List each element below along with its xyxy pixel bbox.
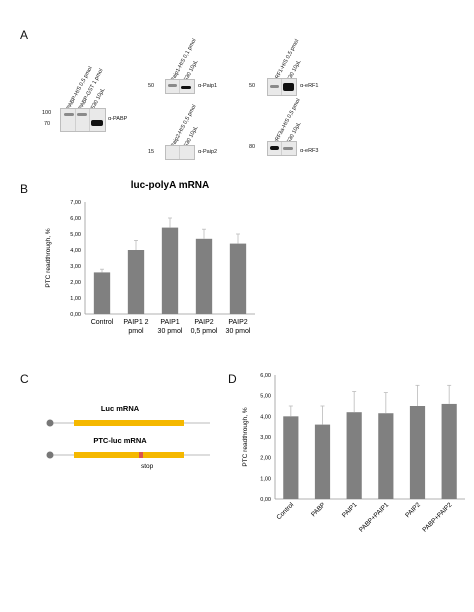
- ptc-luc-coding-region: [74, 452, 184, 458]
- y-tick-label: 7,00: [70, 200, 81, 206]
- x-tick-label: PAIP1 2 pmol: [123, 319, 148, 335]
- bar-chart-ptc-readthrough: 0,00 1,00 2,00 3,00 4,00 5,00 6,00 PTC readthro…: [242, 373, 465, 534]
- y-tick-label: 4,00: [70, 248, 81, 254]
- y-tick-label: 0,00: [260, 497, 271, 503]
- bar: [161, 227, 179, 314]
- cap-icon: [46, 419, 54, 427]
- luc-mrna-label: Luc mRNA: [101, 404, 140, 413]
- bar: [378, 413, 394, 499]
- mw-marker: 80: [249, 144, 256, 150]
- bar: [346, 412, 362, 499]
- chart-title: luc-polyA mRNA: [131, 180, 210, 191]
- bar: [195, 238, 213, 314]
- y-tick-label: 5,00: [260, 394, 271, 400]
- blot-image: [165, 145, 195, 160]
- y-tick-label: 2,00: [70, 280, 81, 286]
- x-tick-label: PABP: [310, 501, 327, 518]
- panel-label-d: D: [228, 372, 237, 386]
- x-tick-label: PABP+PAIP2: [421, 501, 454, 534]
- x-tick-label: PABP+PAIP1: [358, 501, 391, 534]
- bar: [93, 272, 111, 314]
- y-tick-label: 6,00: [70, 216, 81, 222]
- bar: [229, 243, 247, 314]
- blot-image: [267, 141, 297, 156]
- y-tick-label: 6,00: [260, 373, 271, 379]
- blot-image: [267, 78, 297, 96]
- y-tick-label: 2,00: [260, 456, 271, 462]
- y-tick-label: 3,00: [260, 435, 271, 441]
- y-tick-label: 1,00: [70, 296, 81, 302]
- stop-codon-mark: [139, 452, 143, 458]
- x-tick-label: Control: [275, 501, 295, 521]
- y-axis-label: PTC readthrough, %: [242, 407, 249, 466]
- mw-marker: 50: [249, 83, 256, 89]
- x-tick-label: PAIP1: [341, 501, 359, 519]
- mw-marker: 50: [148, 83, 155, 89]
- antibody-label: α-Paip2: [198, 149, 218, 155]
- x-tick-label: PAIP2 30 pmol: [226, 319, 251, 335]
- y-axis-label: PTC readthrough, %: [45, 228, 52, 287]
- bar: [283, 416, 299, 499]
- cap-icon: [46, 451, 54, 459]
- mrna-construct-diagram: Luc mRNA PTC-luc mRNA stop: [46, 404, 210, 470]
- antibody-label: α-eRF1: [300, 83, 319, 89]
- y-tick-label: 1,00: [260, 476, 271, 482]
- blot-image: [165, 79, 195, 94]
- blot-image: [60, 108, 106, 132]
- y-tick-label: 0,00: [70, 312, 81, 318]
- bar: [314, 424, 331, 499]
- antibody-label: α-PABP: [108, 116, 128, 122]
- luc-coding-region: [74, 420, 184, 426]
- y-tick-label: 3,00: [70, 264, 81, 270]
- x-tick-label: PAIP2: [404, 501, 422, 519]
- panel-label-c: C: [20, 372, 29, 386]
- bar: [441, 403, 457, 499]
- y-tick-label: 5,00: [70, 232, 81, 238]
- bar-chart-luc-polya: luc-polyA mRNA 0,00 1,00 2,00 3,00 4,00 5,00 6,…: [45, 180, 255, 335]
- mw-marker: 70: [44, 121, 51, 127]
- bar: [127, 250, 145, 314]
- antibody-label: α-eRF3: [300, 148, 319, 154]
- panel-label-b: B: [20, 182, 29, 196]
- x-tick-label: Control: [91, 319, 114, 326]
- bar: [409, 406, 426, 499]
- ptc-luc-mrna-label: PTC-luc mRNA: [93, 436, 147, 445]
- mw-marker: 100: [42, 110, 52, 116]
- mw-marker: 15: [148, 149, 155, 155]
- stop-label: stop: [141, 463, 154, 470]
- antibody-label: α-Paip1: [198, 83, 218, 89]
- x-tick-label: PAIP1 30 pmol: [158, 319, 183, 335]
- panel-label-a: A: [20, 28, 29, 42]
- x-tick-label: PAIP2 0,5 pmol: [191, 319, 218, 335]
- y-tick-label: 4,00: [260, 414, 271, 420]
